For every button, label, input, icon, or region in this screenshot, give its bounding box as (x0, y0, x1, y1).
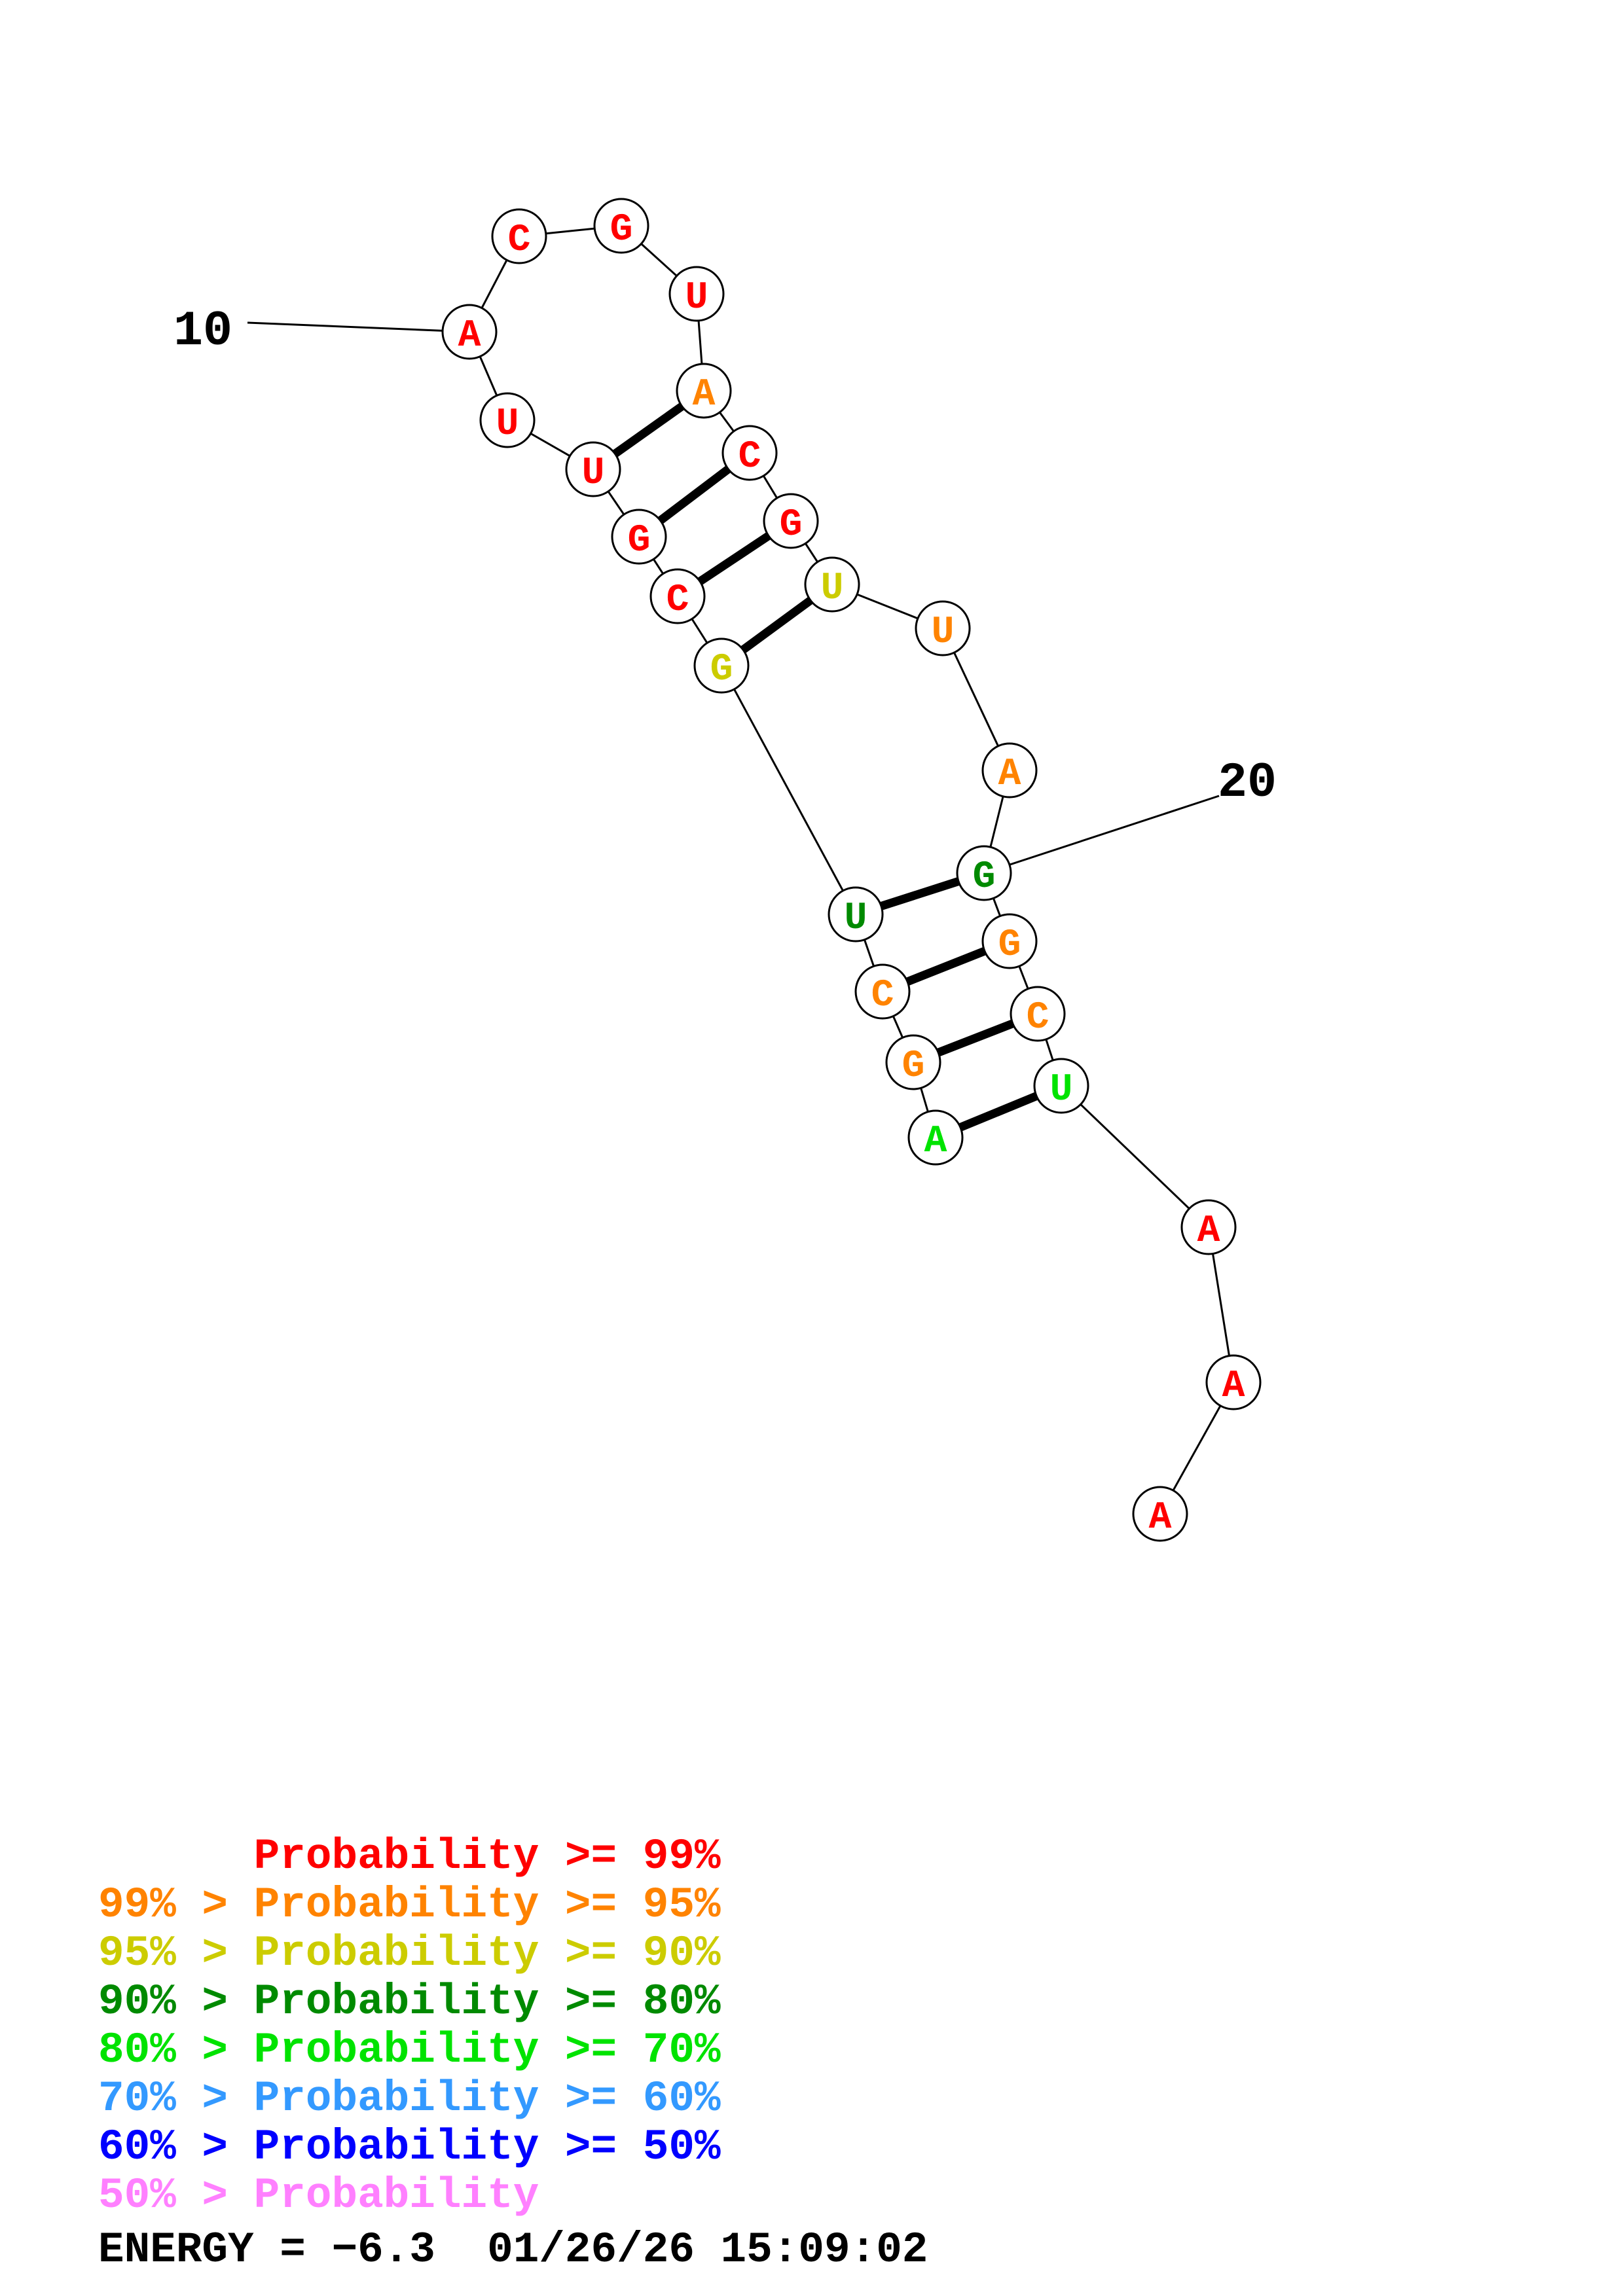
nucleotide-letter: A (1197, 1210, 1220, 1253)
nucleotide-letter: G (973, 856, 996, 899)
nucleotide-circle (611, 509, 667, 565)
nucleotide-circle (915, 600, 971, 656)
legend-row: 90% > Probability >= 80% (98, 1977, 721, 2026)
nucleotide-letter: U (821, 567, 844, 610)
nucleotide-letter: A (998, 753, 1021, 796)
nucleotide-circle (491, 208, 547, 264)
nucleotide-circle (593, 198, 649, 254)
nucleotide-letter: C (1027, 997, 1049, 1039)
nucleotide-letter: G (780, 504, 803, 547)
nucleotide-letter: U (685, 277, 708, 319)
nucleotide-circle (763, 493, 819, 549)
nucleotide-circle (1205, 1354, 1262, 1410)
nucleotide-circle (721, 425, 778, 481)
nucleotide-letter: A (458, 315, 481, 357)
nucleotide-letter: G (998, 924, 1021, 967)
nucleotide-letter: G (628, 520, 651, 562)
nucleotide-circle (956, 845, 1012, 901)
nucleotide-letter: G (610, 209, 633, 251)
nucleotide-circle (565, 441, 621, 497)
nucleotide-circle (441, 304, 498, 360)
legend-row: Probability >= 99% (98, 1832, 721, 1881)
nucleotide-circle (885, 1034, 941, 1090)
nucleotide-letter: G (710, 649, 733, 691)
nucleotide-letter: C (666, 579, 689, 622)
nucleotide-letter: C (508, 219, 531, 262)
nucleotide-circle (981, 913, 1038, 969)
nucleotide-letter: A (924, 1121, 947, 1163)
nucleotide-letter: G (902, 1045, 925, 1088)
nucleotide-circle (676, 363, 732, 419)
nucleotide-letter: C (871, 975, 894, 1017)
legend-row: 80% > Probability >= 70% (98, 2026, 721, 2075)
nucleotide-letter: C (739, 436, 761, 478)
energy-line: ENERGY = −6.3 01/26/26 15:09:02 (98, 2225, 928, 2274)
nucleotide-circle (804, 556, 860, 613)
nucleotide-circle (479, 392, 536, 448)
legend-row: 50% > Probability (98, 2171, 539, 2220)
nucleotide-circle (907, 1109, 964, 1166)
nucleotide-circle (981, 742, 1038, 798)
nucleotide-circle (1033, 1058, 1089, 1114)
nucleotide-letter: U (496, 403, 519, 446)
nucleotide-letter: A (1222, 1365, 1245, 1408)
nucleotide-circle (649, 568, 706, 624)
nucleotide-circle (693, 637, 750, 694)
nucleotide-letter: U (1050, 1069, 1073, 1111)
nucleotide-circle (854, 963, 911, 1020)
nucleotide-letter: U (845, 897, 867, 940)
nucleotide-circle (1010, 986, 1066, 1042)
sequence-number-label: 10 (173, 304, 232, 359)
nucleotide-letter: U (932, 611, 955, 654)
nucleotide-circle (1180, 1199, 1237, 1255)
backbone-line (720, 665, 857, 915)
probability-legend: Probability >= 99% 99% > Probability >= 9… (98, 1833, 721, 2220)
legend-row: 95% > Probability >= 90% (98, 1929, 721, 1978)
legend-row: 60% > Probability >= 50% (98, 2123, 721, 2172)
nucleotide-letter: A (693, 374, 716, 416)
nucleotide-circle (668, 266, 725, 322)
label-pointer-line (983, 795, 1220, 874)
nucleotide-letter: U (582, 452, 605, 495)
nucleotide-circle (1132, 1486, 1188, 1542)
backbone-line (1060, 1085, 1210, 1229)
legend-row: 70% > Probability >= 60% (98, 2074, 721, 2123)
label-pointer-line (247, 321, 470, 333)
sequence-number-label: 20 (1218, 755, 1277, 811)
nucleotide-letter: A (1149, 1497, 1172, 1539)
legend-row: 99% > Probability >= 95% (98, 1880, 721, 1929)
nucleotide-circle (828, 886, 884, 942)
